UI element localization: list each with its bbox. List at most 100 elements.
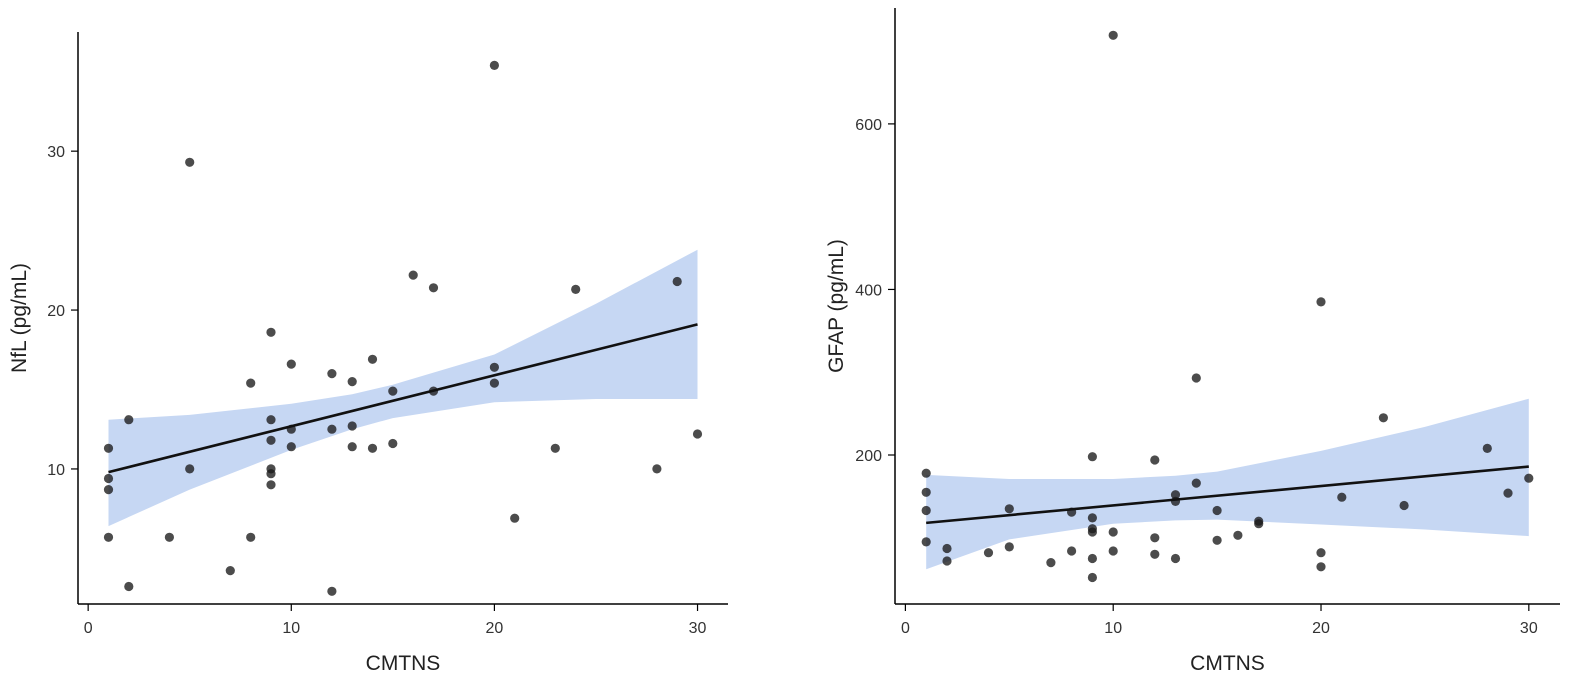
gfap-data-point-4 [942, 543, 952, 554]
nfl-data-point-28 [367, 443, 378, 453]
nfl-data-point-25 [347, 421, 357, 431]
nfl-data-point-8 [185, 464, 195, 474]
gfap-data-point-18 [1108, 30, 1118, 40]
gfap-data-point-11 [1067, 546, 1077, 556]
nfl-data-point-23 [327, 586, 337, 596]
nfl-data-point-17 [266, 480, 276, 490]
nfl-confidence-band [108, 249, 698, 527]
gfap-data-point-37 [1337, 492, 1347, 502]
gfap-data-point-28 [1191, 478, 1201, 488]
gfap-data-point-7 [1004, 504, 1014, 514]
gfap-x-tick-label-30: 30 [1520, 620, 1538, 637]
nfl-x-tick-label-0: 0 [84, 620, 93, 637]
nfl-x-tick-label-10: 10 [282, 620, 300, 637]
nfl-data-point-30 [388, 438, 398, 449]
gfap-data-point-36 [1316, 562, 1326, 572]
nfl-data-point-22 [327, 424, 337, 434]
gfap-data-point-9 [1046, 558, 1056, 568]
nfl-data-point-32 [428, 283, 439, 293]
nfl-data-point-16 [266, 469, 276, 479]
gfap-y-tick-label-400: 400 [855, 282, 882, 299]
nfl-y-axis-title: NfL (pg/mL) [8, 263, 31, 373]
nfl-data-point-37 [510, 513, 520, 523]
gfap-y-tick-label-600: 600 [855, 117, 882, 134]
nfl-data-point-7 [185, 157, 195, 167]
nfl-y-tick-label-30: 30 [47, 144, 65, 161]
gfap-data-point-3 [921, 537, 931, 547]
gfap-y-tick-label-200: 200 [855, 448, 882, 465]
nfl-x-tick-label-20: 20 [486, 620, 504, 637]
gfap-x-tick-label-20: 20 [1312, 620, 1330, 637]
nfl-data-point-14 [266, 435, 276, 445]
nfl-data-point-34 [489, 60, 499, 70]
gfap-data-point-29 [1212, 505, 1222, 516]
nfl-data-point-2 [103, 485, 114, 495]
gfap-data-point-35 [1316, 548, 1326, 558]
gfap-data-point-19 [1108, 527, 1118, 537]
nfl-data-point-1 [103, 473, 114, 484]
nfl-y-tick-label-20: 20 [47, 303, 65, 320]
gfap-data-point-41 [1503, 488, 1513, 498]
nfl-data-point-39 [571, 284, 581, 294]
nfl-data-point-20 [286, 442, 296, 452]
nfl-data-point-3 [103, 532, 114, 542]
gfap-data-point-12 [1087, 452, 1097, 462]
gfap-data-point-27 [1191, 373, 1201, 383]
nfl-points [103, 60, 703, 596]
gfap-regression-line [926, 465, 1529, 525]
gfap-data-point-23 [1150, 549, 1160, 559]
gfap-y-axis-title: GFAP (pg/mL) [825, 239, 848, 373]
nfl-data-point-38 [550, 443, 560, 453]
nfl-data-point-6 [164, 532, 174, 542]
gfap-data-point-30 [1212, 535, 1222, 545]
gfap-data-point-34 [1316, 297, 1326, 307]
nfl-data-point-40 [652, 464, 662, 474]
gfap-data-point-20 [1108, 546, 1118, 556]
gfap-confidence-band [926, 398, 1529, 570]
nfl-data-point-9 [225, 566, 235, 576]
gfap-x-tick-label-0: 0 [901, 620, 910, 637]
gfap-data-point-33 [1254, 519, 1264, 529]
gfap-data-point-2 [921, 505, 931, 516]
nfl-data-point-0 [103, 443, 114, 453]
nfl-data-point-12 [266, 327, 276, 337]
nfl-data-point-29 [388, 386, 398, 396]
gfap-data-point-15 [1087, 527, 1097, 537]
nfl-panel: 0 10 20 30 10 20 30 CMTNS NfL (pg/mL) [8, 32, 728, 675]
gfap-data-point-16 [1087, 553, 1097, 564]
nfl-data-point-24 [347, 377, 357, 387]
nfl-data-point-31 [408, 270, 418, 280]
nfl-data-point-27 [367, 354, 378, 364]
nfl-data-point-13 [266, 415, 276, 425]
nfl-x-tick-label-30: 30 [689, 620, 707, 637]
gfap-data-point-17 [1087, 572, 1097, 583]
nfl-data-point-18 [286, 359, 296, 369]
gfap-data-point-22 [1150, 533, 1160, 543]
gfap-panel: 0 10 20 30 200 400 600 CMTNS GFAP (pg/mL) [825, 8, 1560, 675]
gfap-data-point-5 [942, 556, 952, 566]
nfl-ticks: 0 10 20 30 10 20 30 [47, 144, 706, 637]
gfap-data-point-21 [1150, 455, 1160, 465]
nfl-data-point-4 [124, 415, 134, 425]
gfap-data-point-26 [1170, 553, 1181, 564]
gfap-x-axis-title: CMTNS [1190, 652, 1265, 675]
nfl-data-point-21 [327, 369, 337, 379]
nfl-regression-line [108, 323, 698, 474]
nfl-x-axis-title: CMTNS [366, 652, 441, 675]
gfap-points [921, 30, 1534, 583]
nfl-y-tick-label-10: 10 [47, 462, 65, 479]
gfap-data-point-38 [1378, 413, 1388, 423]
nfl-data-point-42 [692, 429, 703, 439]
gfap-data-point-40 [1482, 443, 1492, 453]
gfap-data-point-39 [1399, 500, 1409, 511]
gfap-x-tick-label-10: 10 [1104, 620, 1122, 637]
gfap-data-point-13 [1087, 513, 1097, 523]
gfap-data-point-8 [1004, 542, 1014, 552]
nfl-data-point-35 [489, 362, 499, 372]
nfl-data-point-5 [124, 581, 134, 592]
gfap-data-point-0 [921, 468, 931, 478]
gfap-data-point-24 [1170, 490, 1181, 500]
gfap-data-point-31 [1233, 530, 1243, 540]
nfl-data-point-11 [246, 532, 256, 542]
